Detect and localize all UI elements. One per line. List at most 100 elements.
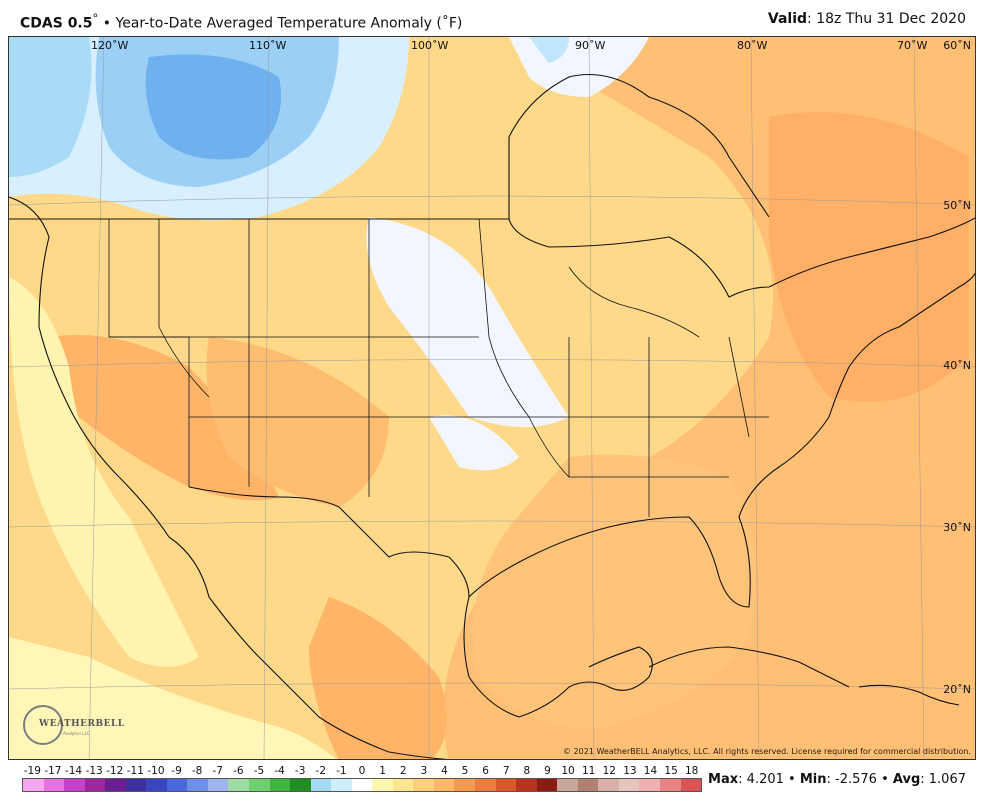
legend-swatch — [516, 779, 537, 791]
gulf-atlantic-coastline — [468, 272, 975, 608]
legend-tick-label: 7 — [502, 765, 510, 777]
meridian-80w — [750, 37, 760, 759]
latitude-label-30n: 30˚N — [943, 521, 971, 534]
product-name: Year-to-Date Averaged Temperature Anomal… — [115, 15, 463, 32]
valid-time: Valid: 18z Thu 31 Dec 2020 — [768, 11, 966, 27]
map-canvas — [9, 37, 975, 759]
legend-tick-label: 1 — [379, 765, 386, 777]
legend-tick-label: -1 — [336, 765, 347, 777]
northwest-coldest-region — [145, 54, 281, 160]
mexico-warm-region — [309, 597, 447, 759]
legend-tick-label: 5 — [461, 765, 469, 777]
state-line-appalachia — [728, 336, 750, 438]
parallel-40n — [9, 359, 975, 368]
longitude-label-70w: 70˚W — [897, 39, 928, 52]
legend-swatch — [659, 779, 681, 791]
legend-swatch — [84, 779, 106, 791]
legend-tick-label: 15 — [664, 765, 678, 777]
valid-value: : 18z Thu 31 Dec 2020 — [807, 11, 966, 27]
legend-swatch — [228, 779, 250, 791]
legend-tick-label: 8 — [523, 765, 531, 777]
legend-swatch — [413, 779, 434, 791]
legend-swatch — [207, 779, 229, 791]
longitude-label-120w: 120˚W — [91, 39, 129, 52]
legend-tick-label: -10 — [147, 765, 165, 777]
legend-swatch — [639, 779, 660, 791]
legend-tick-label: 3 — [420, 765, 428, 777]
plains-neutral-region — [366, 217, 569, 427]
avg-value: : 1.067 — [920, 772, 966, 787]
legend-tick-label: 18 — [685, 765, 699, 777]
max-value: : 4.201 — [738, 772, 784, 787]
legend-swatch — [433, 779, 455, 791]
legend-tick-label: -6 — [233, 765, 244, 777]
boundaries — [9, 74, 975, 759]
latitude-label-40n: 40˚N — [943, 359, 971, 372]
legend-swatch — [372, 779, 393, 791]
pacific-neutral-region — [9, 277, 199, 667]
legend-labels: -19 -17 -14 -13 -12 -11 -10 -9 -8 -7 -6 -5 -4 -3 -2 -1 0… — [22, 764, 702, 780]
california-nevada-warm-region — [49, 335, 279, 501]
stats-separator-2: • — [881, 772, 889, 787]
legend-tick-label: 4 — [441, 765, 448, 777]
temperature-anomaly-map: 120˚W 110˚W 100˚W 90˚W 80˚W 70˚W 60˚N 50… — [8, 36, 976, 760]
logo-subtext: Analytics LLC — [63, 731, 90, 736]
legend-tick-label: -5 — [253, 765, 265, 777]
legend-tick-label: 9 — [544, 765, 551, 777]
map-title: CDAS 0.5° • Year-to-Date Averaged Temper… — [20, 11, 462, 32]
legend-tick-label: 14 — [643, 765, 658, 777]
legend-tick-label: 2 — [399, 765, 407, 777]
legend-swatch — [577, 779, 599, 791]
legend-swatch — [598, 779, 619, 791]
hispaniola-outline — [858, 684, 960, 706]
legend-tick-label: 11 — [581, 765, 596, 777]
legend-swatch — [290, 779, 311, 791]
four-corners-warm-region — [206, 337, 389, 507]
legend-swatch — [536, 779, 558, 791]
legend-tick-label: -3 — [294, 765, 306, 777]
legend-swatch — [495, 779, 517, 791]
pacific-cool-region — [9, 37, 92, 177]
legend-swatch — [680, 779, 702, 791]
legend-swatch — [105, 779, 126, 791]
state-lines — [108, 218, 769, 517]
legend-tick-label: -17 — [44, 765, 62, 777]
legend-swatch — [331, 779, 352, 791]
legend-tick-label: 10 — [561, 765, 575, 777]
state-line-idaho — [158, 219, 210, 398]
latitude-label-60n: 60˚N — [943, 39, 971, 52]
valid-label: Valid — [767, 11, 808, 27]
legend-swatch — [392, 779, 414, 791]
meridian-110w — [263, 37, 270, 759]
legend-swatch — [454, 779, 476, 791]
meridian-90w — [588, 37, 595, 759]
model-name: CDAS 0.5 — [20, 15, 93, 32]
longitude-label-80w: 80˚W — [737, 39, 768, 52]
longitude-label-110w: 110˚W — [249, 39, 287, 52]
legend-swatch — [618, 779, 640, 791]
meridian-120w — [88, 37, 105, 759]
cuba-outline — [648, 646, 850, 688]
legend-swatch — [146, 779, 167, 791]
longitude-label-90w: 90˚W — [575, 39, 606, 52]
state-line-east — [568, 337, 729, 478]
us-canada-border — [9, 217, 975, 298]
us-mexico-border — [188, 486, 470, 598]
min-label: Min — [799, 772, 827, 787]
copyright-notice: © 2021 WeatherBELL Analytics, LLC. All r… — [563, 747, 971, 756]
hudson-cool-spot — [529, 37, 569, 63]
meridian-70w — [913, 37, 925, 759]
title-separator: • — [102, 15, 112, 32]
legend-tick-label: 6 — [482, 765, 489, 777]
legend-swatch — [43, 779, 65, 791]
hudson-bay-outline — [508, 74, 770, 219]
latitude-label-50n: 50˚N — [943, 199, 971, 212]
legend-tick-label: -9 — [171, 765, 182, 777]
graticule — [9, 37, 975, 759]
legend-tick-label: 0 — [358, 765, 366, 777]
legend-swatch — [351, 779, 373, 791]
legend-swatch — [166, 779, 188, 791]
avg-label: Avg — [892, 772, 921, 787]
legend-tick-label: -4 — [274, 765, 285, 777]
northeast-warm-region — [769, 112, 969, 402]
